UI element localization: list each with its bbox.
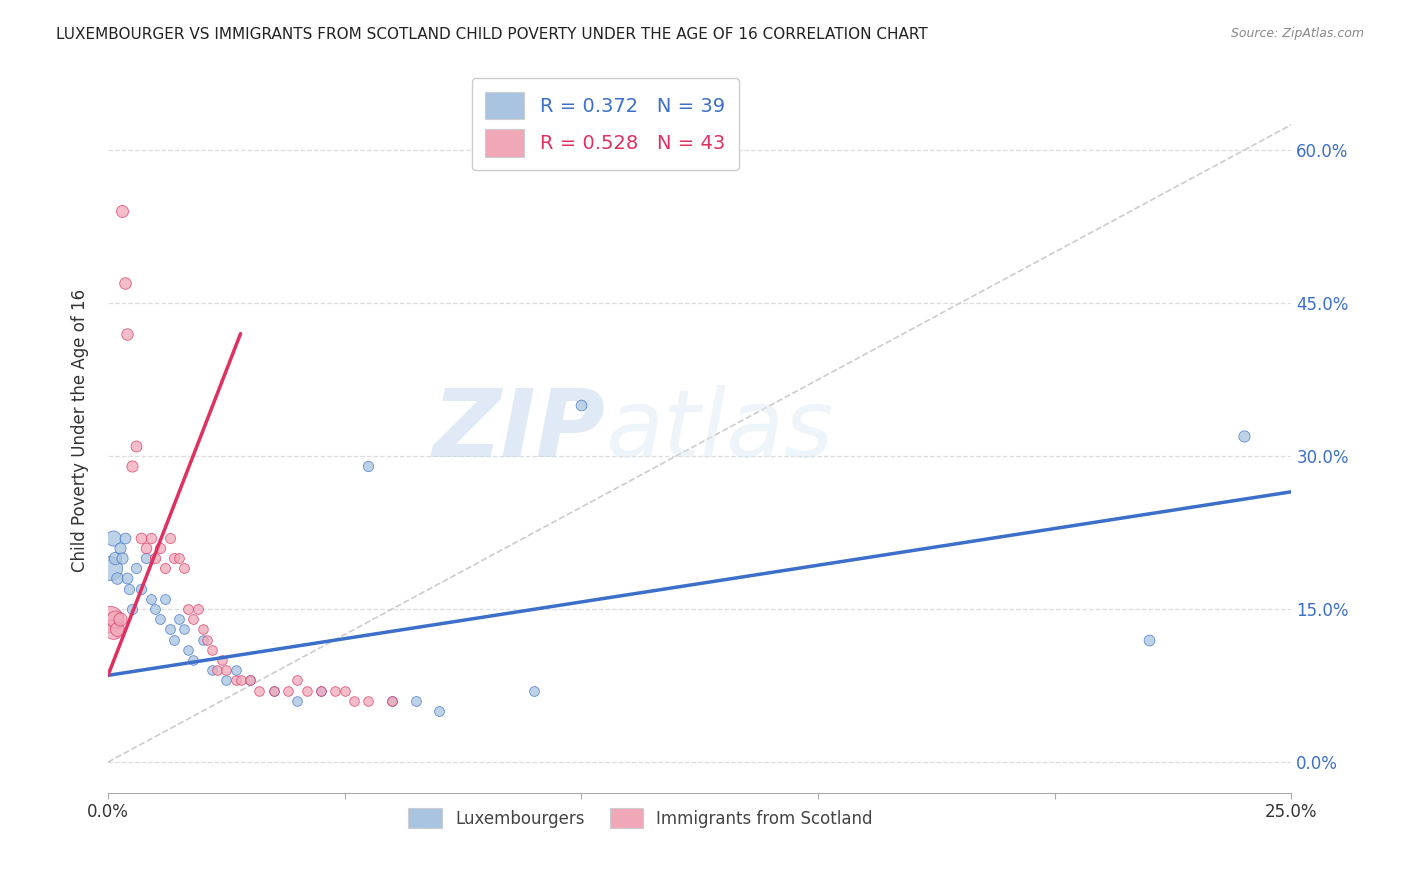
Point [125,439,148,453]
Point [295,683,318,698]
Point [98,612,121,626]
Point [215,673,238,688]
Point [159,623,181,637]
Point [173,623,195,637]
Point [129,531,152,545]
Point [121,459,143,474]
Point [215,663,238,677]
Point [177,643,200,657]
Point [101,531,124,545]
Point [357,694,380,708]
Point [139,591,162,606]
Point [114,531,136,545]
Point [125,561,148,575]
Point [249,683,271,698]
Point [569,398,592,412]
Point [191,623,214,637]
Point [114,276,136,290]
Point [405,694,427,708]
Legend: Luxembourgers, Immigrants from Scotland: Luxembourgers, Immigrants from Scotland [402,801,879,835]
Point [167,612,190,626]
Point [205,663,228,677]
Point [135,551,157,566]
Point [201,663,224,677]
Point [191,632,214,647]
Point [239,673,262,688]
Point [309,683,332,698]
Point [427,704,450,718]
Point [323,683,346,698]
Point [118,582,141,596]
Point [333,683,356,698]
Point [357,459,380,474]
Point [121,602,143,616]
Point [1233,428,1256,442]
Point [108,612,131,626]
Point [229,673,252,688]
Point [153,561,176,575]
Point [163,551,186,566]
Point [115,572,138,586]
Point [343,694,366,708]
Point [177,602,200,616]
Point [111,551,134,566]
Point [239,673,262,688]
Point [197,632,219,647]
Point [107,623,129,637]
Point [129,582,152,596]
Point [135,541,157,555]
Point [107,572,129,586]
Text: Source: ZipAtlas.com: Source: ZipAtlas.com [1230,27,1364,40]
Point [381,694,404,708]
Point [263,683,285,698]
Point [181,612,204,626]
Point [277,683,299,698]
Text: ZIP: ZIP [432,384,605,476]
Point [523,683,546,698]
Point [285,673,308,688]
Point [201,643,224,657]
Point [104,551,127,566]
Point [139,531,162,545]
Point [263,683,285,698]
Y-axis label: Child Poverty Under the Age of 16: Child Poverty Under the Age of 16 [72,289,89,572]
Point [149,541,172,555]
Point [98,561,121,575]
Point [309,683,332,698]
Point [149,612,172,626]
Point [225,663,247,677]
Point [381,694,404,708]
Point [225,673,247,688]
Point [101,623,124,637]
Point [104,612,127,626]
Point [153,591,176,606]
Point [187,602,209,616]
Point [167,551,190,566]
Point [1139,632,1161,647]
Point [181,653,204,667]
Point [143,551,166,566]
Point [111,204,134,219]
Point [159,531,181,545]
Point [143,602,166,616]
Point [173,561,195,575]
Point [285,694,308,708]
Point [163,632,186,647]
Point [211,653,233,667]
Point [115,326,138,341]
Point [108,541,131,555]
Text: LUXEMBOURGER VS IMMIGRANTS FROM SCOTLAND CHILD POVERTY UNDER THE AGE OF 16 CORRE: LUXEMBOURGER VS IMMIGRANTS FROM SCOTLAND… [56,27,928,42]
Text: atlas: atlas [605,385,834,476]
